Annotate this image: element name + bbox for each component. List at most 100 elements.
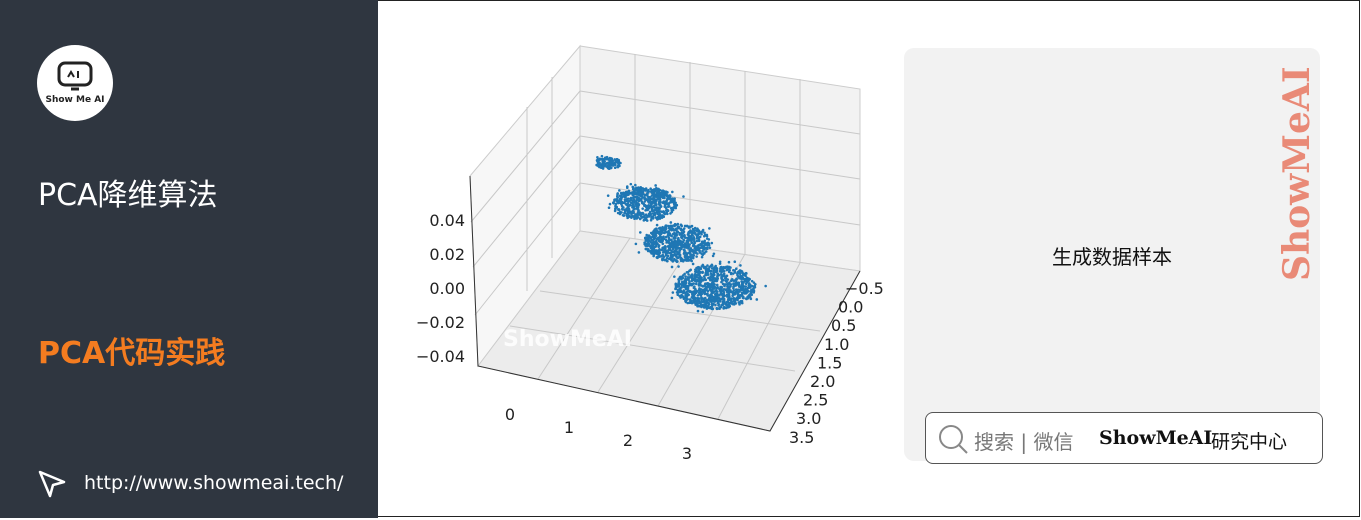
point — [704, 287, 708, 291]
point — [719, 273, 723, 276]
point — [672, 198, 676, 202]
point — [718, 307, 721, 311]
point — [635, 214, 639, 218]
point — [656, 217, 660, 221]
point — [697, 266, 701, 270]
point — [662, 235, 665, 238]
point — [607, 206, 611, 210]
point — [598, 157, 602, 161]
point — [701, 229, 705, 233]
point — [640, 197, 643, 201]
point — [680, 277, 683, 281]
point — [662, 210, 665, 213]
point — [678, 249, 682, 252]
point — [736, 272, 739, 276]
point — [712, 281, 715, 285]
point — [741, 296, 745, 300]
point — [689, 229, 692, 232]
point — [659, 232, 663, 236]
point — [643, 200, 647, 203]
point — [618, 189, 621, 192]
point — [654, 245, 658, 248]
search-box[interactable]: 搜索 | 微信 ShowMeAI 研究中心 — [925, 412, 1323, 464]
point — [686, 292, 690, 296]
point — [682, 289, 686, 292]
point — [711, 276, 714, 280]
point — [614, 202, 618, 206]
point — [701, 310, 705, 314]
point — [680, 283, 684, 287]
point — [702, 288, 705, 292]
point — [612, 201, 616, 205]
point — [679, 256, 682, 260]
point — [629, 182, 633, 186]
point — [687, 301, 691, 305]
point — [655, 208, 658, 211]
point — [738, 303, 741, 306]
point — [644, 209, 647, 212]
point — [719, 265, 723, 269]
point — [721, 295, 725, 299]
brand: ShowMeAI — [1099, 427, 1213, 449]
point — [703, 299, 706, 303]
point — [671, 227, 675, 230]
point — [708, 246, 712, 250]
point — [676, 252, 680, 256]
point — [663, 227, 667, 231]
point — [638, 217, 642, 221]
point — [644, 244, 647, 247]
point — [682, 195, 685, 198]
point — [660, 191, 664, 195]
point — [695, 280, 698, 283]
point — [698, 301, 702, 305]
point — [764, 284, 767, 288]
point — [670, 250, 674, 254]
point — [694, 276, 698, 279]
point — [655, 223, 659, 227]
point — [674, 201, 677, 205]
point — [695, 237, 699, 240]
logo-text: Show Me AI — [45, 95, 105, 105]
point — [661, 196, 665, 199]
sidebar: Show Me AI PCA降维算法 PCA代码实践 http://www.sh… — [0, 0, 378, 518]
point — [721, 302, 725, 306]
point — [621, 208, 624, 211]
point — [664, 190, 667, 194]
point — [712, 298, 715, 302]
point — [634, 200, 637, 203]
point — [648, 199, 652, 202]
point — [748, 285, 752, 289]
point — [643, 241, 646, 244]
point — [674, 232, 677, 236]
point — [695, 235, 699, 238]
z-tick-label: −0.04 — [416, 347, 465, 366]
point — [649, 218, 653, 222]
point — [714, 303, 717, 307]
point — [686, 270, 690, 274]
point — [623, 211, 627, 215]
point — [691, 296, 695, 300]
url[interactable]: http://www.showmeai.tech/ — [84, 472, 344, 494]
point — [637, 251, 641, 254]
point — [742, 273, 746, 277]
point — [667, 236, 671, 240]
point — [615, 158, 619, 161]
point — [689, 249, 692, 252]
point — [744, 285, 748, 288]
point — [634, 242, 638, 246]
point — [716, 272, 719, 276]
point — [682, 297, 686, 300]
point — [674, 253, 678, 257]
point — [691, 293, 694, 296]
point — [625, 192, 628, 196]
plot: ShowMeAI 0.040.020.00−0.02−0.040123−0.50… — [416, 44, 884, 463]
point — [654, 234, 658, 238]
point — [671, 291, 675, 294]
point — [652, 199, 655, 203]
point — [631, 204, 634, 207]
point — [667, 241, 671, 245]
logo: Show Me AI — [37, 45, 113, 121]
point — [670, 225, 674, 228]
panel: 生成数据样本 — [904, 48, 1320, 461]
point — [699, 267, 703, 271]
